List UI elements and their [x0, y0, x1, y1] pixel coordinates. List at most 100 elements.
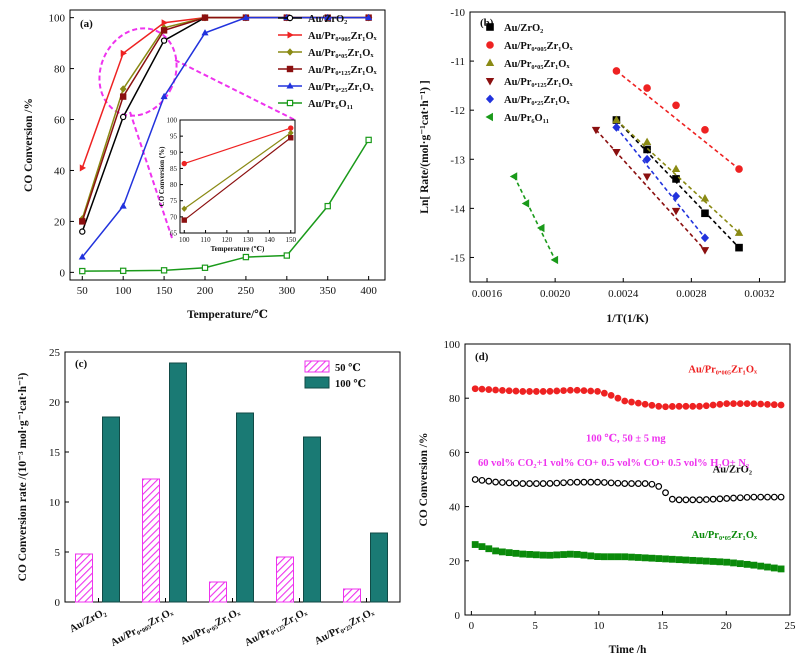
bar-50c [209, 581, 227, 603]
data-point-pr0005 [736, 400, 744, 408]
bar-100c [102, 416, 120, 603]
data-point-green_d [566, 550, 574, 558]
panel-d: 0 5 10 15 20 25 0 20 40 60 80 100 Time /h CO Conversi… [418, 339, 796, 656]
data-point-green_d [580, 551, 588, 559]
inset-frame [179, 119, 296, 234]
data-point-pr0005 [587, 387, 595, 395]
data-point-au_zro2 [777, 493, 785, 501]
y-tick-label: 100 [49, 13, 66, 25]
data-point-pr005 [671, 164, 681, 173]
data-point-pr6o11 [537, 223, 545, 233]
data-point-au_zro2 [662, 489, 669, 497]
legend-marker [286, 99, 294, 107]
data-point-green_d [723, 558, 731, 566]
legend-entry: Au/Pr₀.₀₀₅Zr₁Oₓ [308, 31, 378, 42]
data-point-pr6o11 [509, 172, 518, 181]
data-point-au_zro2 [696, 496, 703, 504]
bar-50c [276, 556, 294, 603]
data-point-pr005 [119, 85, 127, 93]
data-point-pr025 [671, 191, 681, 201]
data-point-au_zro2 [735, 243, 743, 252]
legend-marker [485, 58, 495, 66]
x-tick-label: 100 [115, 285, 132, 297]
data-point-pr6o11 [201, 264, 209, 271]
legend-marker [486, 41, 494, 49]
data-point-pr025 [612, 122, 621, 132]
data-point-pr0005 [764, 400, 771, 408]
inset-point-pr0125 [181, 217, 187, 223]
x-tick-label: 250 [238, 285, 255, 297]
conditions-annotation: 100 ℃, 50 ± 5 mg [586, 434, 666, 445]
data-point-pr025 [365, 13, 373, 21]
legend-entry: 100 ℃ [335, 379, 366, 390]
data-point-green_d [716, 558, 724, 566]
x-tick-label: Au/Pr₀.₀₅Zr₁Oₓ [179, 606, 243, 647]
data-point-green_d [498, 548, 506, 556]
data-point-au_zro2 [672, 175, 680, 183]
panel-c: 0 5 10 15 20 25 CO Conversion rate /(10⁻³ mol·… [17, 347, 401, 649]
data-point-pr0125 [591, 126, 601, 135]
data-point-green_d [655, 555, 663, 562]
inset-point-pr005 [181, 205, 188, 212]
data-point-pr0005 [675, 402, 683, 410]
legend-entry: Au/Pr₀.₀₅Zr₁Oₓ [308, 48, 374, 59]
data-point-pr025 [700, 233, 710, 243]
inset-y-tick-label: 90 [170, 149, 178, 157]
bar-50c [343, 588, 361, 603]
data-point-au_zro2 [512, 479, 520, 487]
x-tick-label: 25 [785, 620, 797, 632]
x-tick-label: 0.0028 [676, 288, 707, 300]
data-point-green_d [777, 565, 785, 573]
y-tick-label: 60 [449, 447, 461, 459]
x-tick-label: 0.0020 [540, 288, 571, 300]
data-point-pr0005 [161, 19, 168, 27]
data-point-au_zro2 [594, 478, 601, 486]
data-point-pr0125 [160, 27, 168, 34]
inset-y-tick-label: 80 [170, 181, 178, 189]
data-point-pr0125 [119, 93, 127, 100]
panel-b: 0.0016 0.0020 0.0024 0.0028 0.0032 -10 -11 -12 -… [419, 7, 786, 325]
data-point-au_zro2 [79, 228, 86, 235]
data-point-au_zro2 [587, 478, 595, 486]
data-point-pr6o11 [79, 267, 86, 275]
fit-line-au_zro2 [615, 119, 740, 249]
zoom-ellipse [98, 27, 178, 117]
feed-annotation: 60 vol% CO₂+1 vol% CO+ 0.5 vol% CO+ 0.5 … [478, 458, 749, 469]
x-tick-label: Au/Pr₀.₁₂₅Zr₁Oₓ [243, 606, 310, 648]
data-point-pr0005 [672, 101, 680, 110]
fit-line-pr0005 [615, 70, 740, 170]
data-point-green_d [648, 554, 656, 562]
data-point-pr6o11 [324, 202, 331, 210]
y-tick-label: 10 [49, 497, 61, 509]
data-point-pr6o11 [119, 267, 127, 275]
data-point-au_zro2 [560, 479, 567, 487]
legend-marker [287, 31, 294, 39]
inset-y-tick-label: 65 [170, 230, 178, 238]
data-point-pr0005 [519, 388, 527, 395]
x-tick-label: 350 [319, 285, 336, 297]
data-point-pr0005 [471, 385, 479, 393]
data-point-au_zro2 [546, 480, 554, 487]
data-point-pr0005 [668, 403, 676, 410]
data-point-au_zro2 [730, 494, 737, 502]
inset-line-pr005 [183, 132, 292, 210]
legend-marker [286, 48, 294, 56]
data-point-green_d [757, 562, 765, 570]
data-point-pr0005 [612, 67, 621, 75]
data-point-green_d [750, 561, 758, 569]
data-point-pr0005 [628, 398, 635, 406]
data-point-green_d [621, 553, 629, 561]
data-point-green_d [662, 555, 669, 563]
data-point-green_d [471, 541, 479, 548]
data-point-pr0005 [662, 403, 669, 411]
bar-100c [370, 532, 388, 603]
y-tick-label: 0 [60, 267, 66, 279]
y-tick-label: 40 [449, 502, 461, 514]
y-tick-label: -10 [450, 7, 465, 19]
data-point-au_zro2 [539, 480, 547, 487]
legend-swatch [304, 360, 330, 373]
y-tick-label: -11 [451, 56, 465, 68]
data-point-pr0005 [757, 400, 765, 408]
legend-marker [286, 82, 294, 89]
data-point-green_d [614, 553, 622, 561]
